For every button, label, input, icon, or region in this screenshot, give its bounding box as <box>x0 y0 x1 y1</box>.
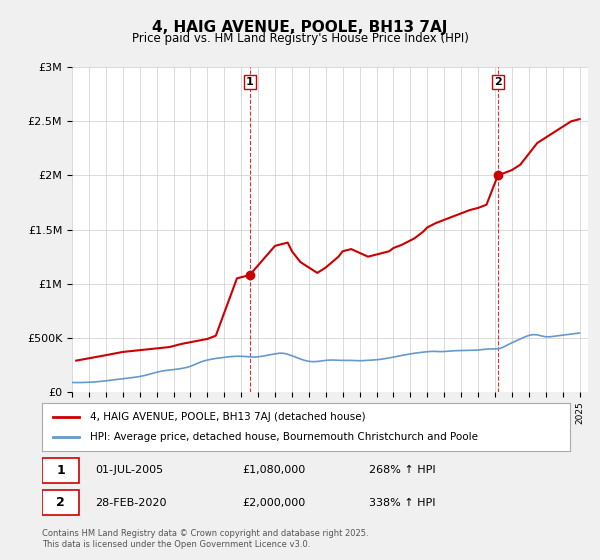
Text: 2: 2 <box>56 496 65 509</box>
Text: Contains HM Land Registry data © Crown copyright and database right 2025.
This d: Contains HM Land Registry data © Crown c… <box>42 529 368 549</box>
Text: 28-FEB-2020: 28-FEB-2020 <box>95 497 166 507</box>
Text: 4, HAIG AVENUE, POOLE, BH13 7AJ (detached house): 4, HAIG AVENUE, POOLE, BH13 7AJ (detache… <box>89 412 365 422</box>
Text: 338% ↑ HPI: 338% ↑ HPI <box>370 497 436 507</box>
FancyBboxPatch shape <box>42 458 79 483</box>
Text: 1: 1 <box>56 464 65 477</box>
Text: 4, HAIG AVENUE, POOLE, BH13 7AJ: 4, HAIG AVENUE, POOLE, BH13 7AJ <box>152 20 448 35</box>
Text: HPI: Average price, detached house, Bournemouth Christchurch and Poole: HPI: Average price, detached house, Bour… <box>89 432 478 442</box>
Text: £2,000,000: £2,000,000 <box>242 497 306 507</box>
Text: £1,080,000: £1,080,000 <box>242 465 306 475</box>
Text: Price paid vs. HM Land Registry's House Price Index (HPI): Price paid vs. HM Land Registry's House … <box>131 32 469 45</box>
FancyBboxPatch shape <box>42 491 79 515</box>
Text: 01-JUL-2005: 01-JUL-2005 <box>95 465 163 475</box>
Text: 268% ↑ HPI: 268% ↑ HPI <box>370 465 436 475</box>
Text: 2: 2 <box>494 77 502 87</box>
Text: 1: 1 <box>246 77 254 87</box>
